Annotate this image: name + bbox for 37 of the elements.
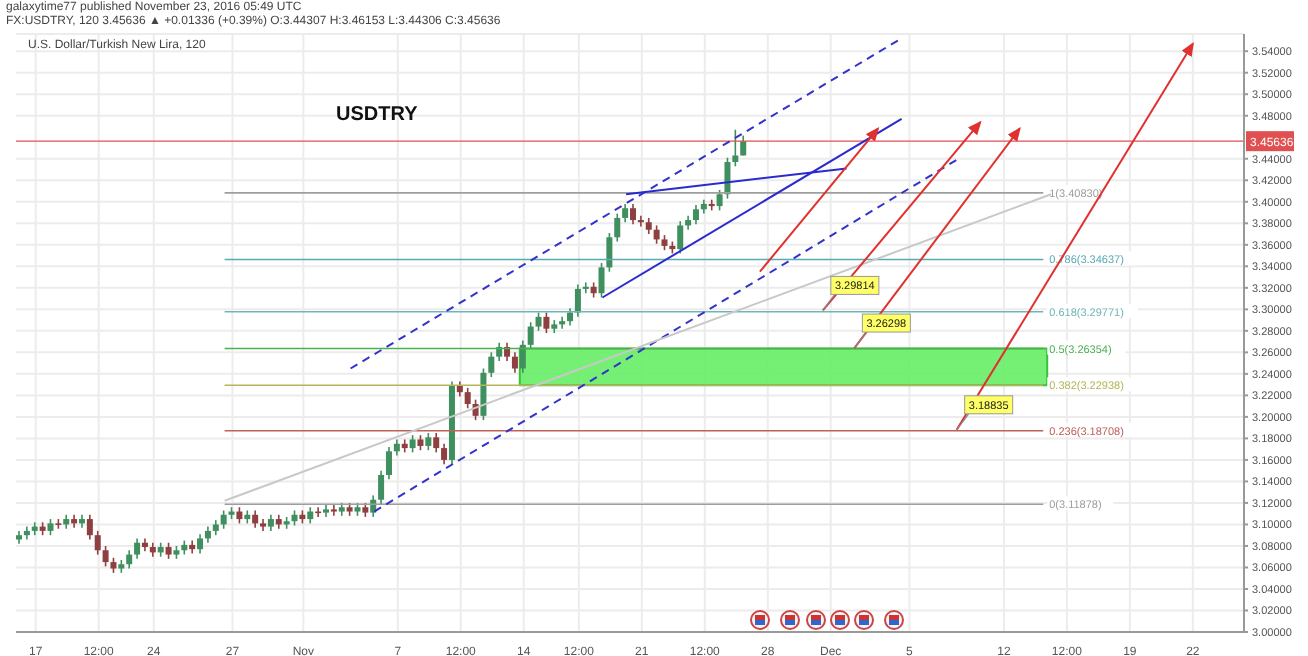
- candlestick: [716, 189, 723, 212]
- candlestick: [677, 220, 684, 255]
- candlestick: [378, 469, 385, 505]
- candlestick: [637, 214, 644, 228]
- candlestick: [385, 446, 392, 481]
- candlestick: [630, 203, 636, 226]
- candlestick: [543, 311, 550, 334]
- candlestick: [622, 203, 629, 224]
- candlestick: [574, 283, 581, 318]
- candlestick: [197, 533, 204, 555]
- candlestick: [582, 281, 589, 295]
- candlestick: [134, 537, 141, 560]
- candlestick: [732, 128, 739, 168]
- candlestick: [511, 351, 518, 374]
- candlestick: [496, 341, 503, 362]
- candlestick: [504, 341, 511, 362]
- candlestick: [86, 513, 93, 541]
- candlestick: [220, 509, 227, 530]
- candlestick: [126, 549, 133, 570]
- candlestick: [559, 316, 566, 330]
- candlestick: [692, 204, 699, 226]
- candlestick: [653, 224, 660, 245]
- candlestick: [614, 212, 621, 243]
- candlestick: [708, 198, 715, 212]
- candlestick: [488, 351, 495, 378]
- candlestick: [606, 232, 613, 273]
- candlestick: [464, 387, 471, 410]
- candlestick: [519, 339, 526, 374]
- candlestick: [535, 311, 542, 332]
- candlestick: [330, 504, 337, 517]
- candlestick: [102, 545, 109, 568]
- candlestick: [527, 321, 534, 350]
- text: USDTRY: [336, 104, 418, 126]
- candlestick: [598, 262, 605, 299]
- candlestick: [433, 432, 440, 454]
- candlestick: [94, 530, 101, 556]
- candlestick: [441, 442, 448, 466]
